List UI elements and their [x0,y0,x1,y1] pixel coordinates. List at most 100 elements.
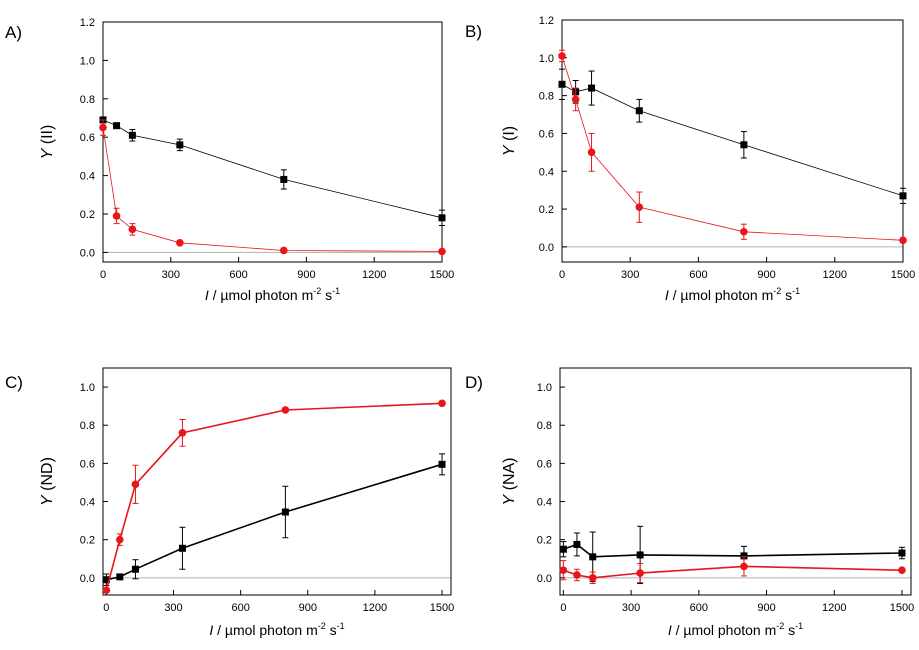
series-black-squares [560,526,906,583]
y-axis-title: Y (I) [501,126,518,156]
y-tick-label: 0.6 [539,128,554,140]
panel-label: D) [465,373,483,392]
x-tick-label: 1200 [362,269,386,281]
data-point-circle [740,228,748,236]
x-axis-title-sup: -2 [773,286,781,296]
data-point-circle [560,566,568,574]
data-point-circle [179,429,187,437]
x-tick-label: 900 [297,269,315,281]
series-line [562,56,903,240]
data-point-circle [898,566,906,574]
x-tick-label: 900 [299,602,317,614]
data-point-circle [129,226,137,234]
x-axis-title-text: s [781,287,792,303]
x-tick-label: 300 [621,269,639,281]
series-line [562,84,903,196]
y-tick-label: 1.0 [539,53,554,65]
series-red-circles [560,557,906,584]
data-point-square [179,545,186,552]
data-point-circle [573,571,581,579]
series-black-squares [100,116,446,225]
y-tick-label: 0.0 [539,242,554,254]
data-point-circle [572,96,580,104]
chart-panel-b: 0.0 0.2 0.4 0.6 0.8 1.0 1.2 0 300 600 900 1200 1500 B… [465,15,915,303]
x-axis-title-sup: -1 [795,621,803,631]
y-tick-label: 1.0 [80,55,95,67]
x-tick-label: 1500 [430,602,454,614]
y-axis-title: Y (ND) [39,457,56,506]
y-tick-label: 0.8 [537,420,552,432]
panel-label: C) [5,373,23,392]
data-point-circle [438,399,446,407]
x-axis-title: I / µmol photon m-2 s-1 [205,286,340,303]
data-point-circle [558,52,566,60]
data-point-square [636,107,643,114]
data-point-square [439,214,446,221]
y-axis-title: Y (II) [39,125,56,160]
x-tick-label: 1500 [430,269,454,281]
plot-frame [103,22,442,262]
y-tick-label: 0.2 [539,204,554,216]
data-point-square [129,132,136,139]
x-axis-title: I / µmol photon m-2 s-1 [668,621,803,638]
data-point-square [176,141,183,148]
data-point-square [559,81,566,88]
x-axis-title-text: s [784,622,795,638]
data-point-circle [740,563,748,571]
data-point-circle [116,536,124,544]
y-tick-label: 0.6 [80,132,95,144]
x-axis-title-sup: -2 [313,286,321,296]
x-tick-label: 900 [757,602,775,614]
panel-label: B) [465,22,482,41]
data-point-circle [589,574,597,582]
y-axis-title-text: (NA) [501,458,518,495]
chart-panel-a: 0.00.20.40.60.81.01.20 300 600 900 1200 1500A… [5,17,454,303]
data-point-square [113,122,120,129]
y-tick-label: 0.6 [537,458,552,470]
x-tick-label: 1500 [891,269,915,281]
x-axis-title-text: s [326,622,337,638]
data-point-circle [103,586,111,594]
x-tick-label: 900 [757,269,775,281]
data-point-circle [113,212,121,220]
y-tick-label: 0.0 [80,573,95,585]
data-point-circle [899,236,907,244]
data-point-circle [588,149,596,157]
data-point-square [116,573,123,580]
data-point-square [588,85,595,92]
x-axis-title-sup: -1 [792,286,800,296]
y-tick-label: 1.0 [537,382,552,394]
x-tick-label: 300 [622,602,640,614]
data-point-square [282,509,289,516]
chart-panel-d: 0.00.20.40.60.81.00 300 600 900 1200 1500D)Y … [465,368,914,638]
data-point-square [740,141,747,148]
y-tick-label: 0.4 [80,171,95,183]
data-point-square [900,192,907,199]
x-tick-label: 300 [164,602,182,614]
x-axis-title-text: / µmol photon m [672,622,777,638]
data-point-square [280,176,287,183]
data-point-square [589,553,596,560]
series-red-circles [558,50,907,244]
x-tick-label: 600 [690,602,708,614]
x-axis-title-text: s [321,287,332,303]
chart-panel-c: 0.0 0.2 0.4 0.6 0.8 1.0 0 300 600 900 1200 1500 C) Y … [5,368,454,638]
y-tick-label: 0.4 [80,497,95,509]
x-tick-label: 300 [162,269,180,281]
plot-frame [560,368,911,595]
x-tick-label: 1200 [823,269,847,281]
series-line [563,566,902,577]
series-line [563,544,902,556]
data-point-square [637,551,644,558]
x-axis-title-sup: -2 [318,621,326,631]
y-axis-title: Y (NA) [501,458,518,506]
y-axis-title-text: (II) [39,125,56,149]
x-tick-label: 600 [231,602,249,614]
data-point-circle [280,247,288,255]
series-black-squares [103,454,446,586]
data-point-square [132,566,139,573]
data-point-square [439,461,446,468]
y-tick-label: 1.0 [80,382,95,394]
x-tick-label: 0 [559,269,565,281]
